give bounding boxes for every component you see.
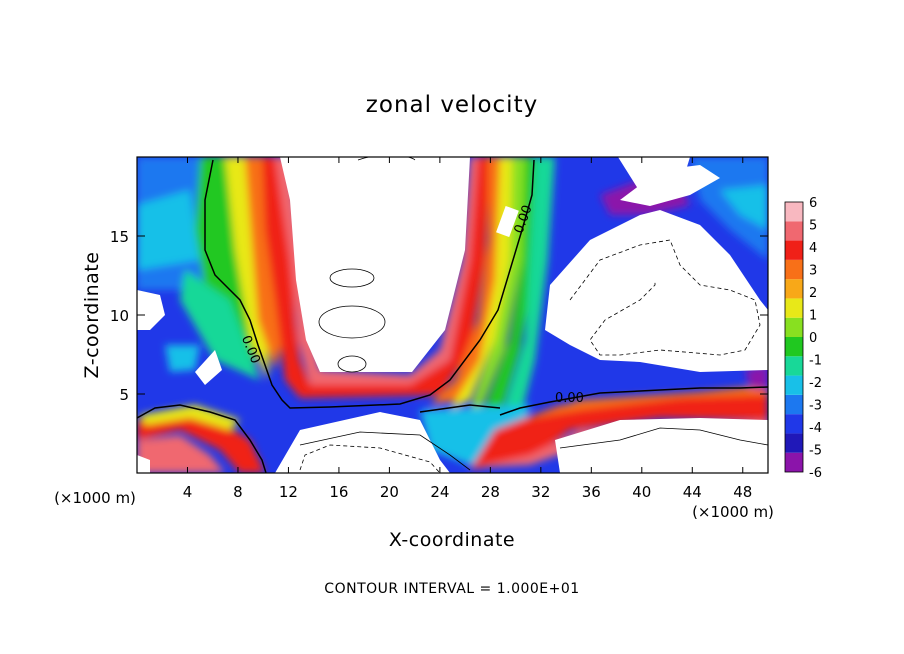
contour-zero-left bbox=[204, 159, 535, 409]
white-center-column bbox=[280, 157, 470, 372]
colorbar-swatch bbox=[785, 240, 803, 260]
region-orange-right bbox=[430, 157, 505, 405]
contour-label-bg-1 bbox=[496, 205, 519, 238]
region-cyan-upper-right bbox=[720, 185, 768, 230]
contour-bottom-solid bbox=[299, 431, 471, 471]
x-units-right: (×1000 m) bbox=[692, 503, 774, 521]
colorbar-label: 5 bbox=[809, 219, 817, 234]
region-yellow-left bbox=[225, 157, 268, 380]
contour-zero-lower bbox=[137, 404, 267, 473]
region-mint-right bbox=[480, 157, 540, 420]
colorbar-label: -1 bbox=[809, 354, 822, 369]
colorbar-swatch bbox=[785, 221, 803, 241]
region-pink-lower-left bbox=[137, 435, 225, 473]
x-tick-label: 28 bbox=[481, 483, 500, 501]
contour-ellipse-1 bbox=[329, 268, 375, 288]
colorbar-swatch bbox=[785, 452, 803, 472]
colorbar-label: -4 bbox=[809, 421, 822, 436]
colorbar-swatch bbox=[785, 433, 803, 453]
colorbar-swatch bbox=[785, 337, 803, 357]
colorbar: -6 -5 -4 -3 -2 -1 0 1 2 3 4 5 6 bbox=[784, 196, 822, 481]
white-top-right bbox=[618, 157, 690, 192]
white-left-small bbox=[195, 350, 222, 385]
region-purple-right-edge bbox=[745, 365, 768, 390]
x-tick-label: 36 bbox=[582, 483, 601, 501]
contour-ellipse-2 bbox=[318, 305, 386, 339]
x-tick-label: 24 bbox=[430, 483, 449, 501]
region-yellow-right bbox=[450, 157, 515, 410]
colorbar-swatch bbox=[785, 414, 803, 434]
x-axis-label: X-coordinate bbox=[389, 529, 515, 551]
region-yellow-lower-left bbox=[140, 405, 240, 430]
contour-ellipse-3 bbox=[337, 355, 367, 373]
region-orange-lower-right bbox=[520, 385, 768, 420]
colorbar-swatch bbox=[785, 259, 803, 280]
white-top-mid bbox=[350, 157, 420, 165]
colorbar-label: 6 bbox=[809, 196, 817, 211]
contour-dashed-bottom bbox=[299, 444, 441, 473]
white-bottom-left-corner bbox=[137, 455, 150, 473]
white-regions bbox=[137, 157, 768, 473]
heatmap-plot: 0.00 0.00 0.00 bbox=[137, 157, 768, 473]
white-left-patch bbox=[137, 290, 165, 330]
contour-label-3: 0.00 bbox=[555, 391, 584, 406]
contour-top-ellipse bbox=[357, 157, 416, 161]
contour-lines bbox=[137, 159, 768, 473]
x-tick-label: 16 bbox=[329, 483, 348, 501]
colorbar-swatch bbox=[785, 298, 803, 318]
contour-dashed-lines bbox=[299, 239, 761, 473]
colorbar-label: 3 bbox=[809, 264, 817, 279]
x-tick-label: 32 bbox=[531, 483, 550, 501]
x-axis: 4 8 12 16 20 24 28 32 36 40 44 48 bbox=[183, 157, 752, 501]
colorbar-swatch bbox=[785, 279, 803, 299]
contour-bottom-right-solid bbox=[559, 427, 768, 449]
y-axis: 5 10 15 bbox=[110, 228, 768, 404]
colorbar-swatch bbox=[785, 394, 803, 415]
x-tick-label: 4 bbox=[183, 483, 193, 501]
x-tick-label: 40 bbox=[632, 483, 651, 501]
region-cyan-upper-left bbox=[137, 190, 200, 270]
white-right-block bbox=[545, 210, 768, 372]
colorbar-label: 4 bbox=[809, 241, 817, 256]
region-red-column bbox=[262, 157, 490, 398]
contour-zero-lower-right bbox=[499, 386, 768, 416]
contour-interval-note: CONTOUR INTERVAL = 1.000E+01 bbox=[324, 581, 579, 597]
colorbar-label: -2 bbox=[809, 376, 822, 391]
x-units-left: (×1000 m) bbox=[54, 489, 136, 507]
colorbar-swatch bbox=[785, 202, 803, 222]
colorbar-label: 1 bbox=[809, 309, 817, 324]
region-red-lower-left bbox=[137, 410, 265, 473]
colorbar-label: 0 bbox=[809, 331, 817, 346]
y-axis-label: Z-coordinate bbox=[81, 252, 103, 379]
region-cyan-right bbox=[500, 157, 555, 420]
region-red-lower-right bbox=[470, 390, 768, 470]
colorbar-label: -3 bbox=[809, 399, 822, 414]
colorbar-label: -5 bbox=[809, 444, 822, 459]
x-tick-label: 20 bbox=[380, 483, 399, 501]
colorbar-swatch bbox=[785, 317, 803, 337]
region-cyan-left bbox=[180, 270, 260, 380]
colorbar-swatch bbox=[785, 356, 803, 376]
region-orange-left bbox=[245, 157, 285, 370]
x-tick-label: 44 bbox=[683, 483, 702, 501]
colorbar-swatch bbox=[785, 375, 803, 395]
white-bottom-right bbox=[555, 418, 768, 473]
contour-dashed-right-big bbox=[569, 239, 761, 356]
region-cyan-patch-left bbox=[165, 345, 200, 372]
colorbar-label: 2 bbox=[809, 286, 817, 301]
colorbar-frame bbox=[784, 201, 804, 473]
x-tick-label: 12 bbox=[279, 483, 298, 501]
white-bottom-middle bbox=[275, 412, 450, 473]
chart-title: zonal velocity bbox=[366, 92, 538, 118]
y-tick-label: 5 bbox=[119, 386, 129, 404]
contour-zero-bottom-mid bbox=[419, 404, 501, 413]
colorbar-label: -6 bbox=[809, 466, 822, 481]
y-tick-label: 15 bbox=[110, 228, 129, 246]
contour-thin-lines bbox=[299, 157, 768, 471]
x-tick-label: 48 bbox=[733, 483, 752, 501]
x-tick-label: 8 bbox=[233, 483, 243, 501]
y-tick-label: 10 bbox=[110, 307, 129, 325]
